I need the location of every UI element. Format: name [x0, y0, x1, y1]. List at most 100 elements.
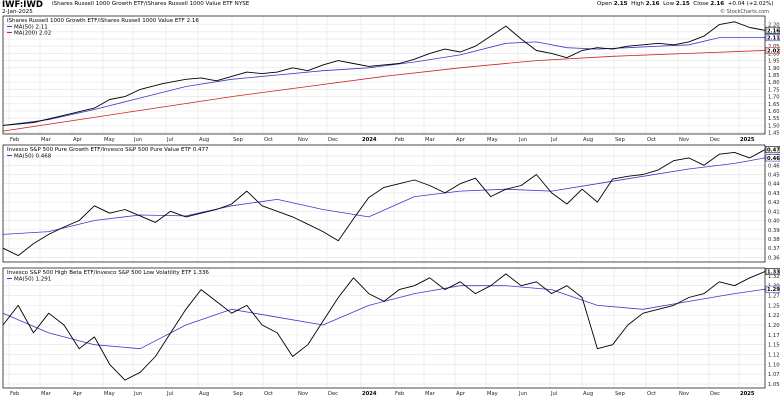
last-value-label: 1.336 — [767, 270, 780, 276]
y-tick-label: 0.420 — [768, 200, 780, 206]
panel-title: Invesco S&P 500 High Beta ETF/Invesco S&… — [7, 270, 209, 276]
x-tick-label: Mar — [425, 137, 436, 143]
series-price-line — [2, 271, 766, 381]
x-tick-label: 2024 — [362, 137, 377, 143]
y-tick-label: 1.80 — [768, 80, 780, 86]
symbol-label: IWF:IWD — [2, 0, 43, 10]
x-tick-label: Nov — [298, 137, 308, 143]
x-tick-label: Jul — [166, 391, 173, 397]
y-tick-label: 1.85 — [768, 73, 780, 79]
last-value-label: 0.468 — [767, 156, 780, 162]
series-price-line — [2, 149, 766, 257]
y-tick-label: 1.50 — [768, 123, 780, 129]
x-tick-label: Oct — [647, 391, 656, 397]
close-label: Close — [693, 1, 709, 7]
x-tick-label: Nov — [679, 391, 689, 397]
y-tick-label: 1.325 — [768, 274, 780, 280]
low-label: Low — [663, 1, 675, 7]
ohlc-readout: Open 2.15 High 2.16 Low 2.15 Close 2.16 … — [597, 1, 773, 7]
y-tick-label: 1.200 — [768, 323, 780, 329]
y-tick-label: 1.225 — [768, 313, 780, 319]
y-tick-label: 1.075 — [768, 372, 780, 378]
y-tick-label: 1.95 — [768, 59, 780, 65]
y-tick-label: 2.00 — [768, 51, 780, 57]
change-value: +0.04 (+2.02%) — [727, 1, 774, 7]
series-ma200-line — [2, 50, 766, 132]
last-value-label: 2.02 — [767, 49, 780, 55]
y-tick-label: 1.175 — [768, 333, 780, 339]
last-value-box — [765, 268, 780, 276]
x-tick-label: Dec — [710, 391, 720, 397]
panel-frame — [2, 15, 766, 135]
x-tick-label: Apr — [73, 391, 83, 397]
last-value-box — [765, 34, 780, 42]
y-tick-label: 1.150 — [768, 343, 780, 349]
last-value-box — [765, 146, 780, 154]
y-tick-label: 1.75 — [768, 87, 780, 93]
y-tick-label: 0.410 — [768, 209, 780, 215]
y-tick-label: 1.90 — [768, 66, 780, 72]
x-tick-label: May — [487, 137, 498, 143]
x-tick-label: Nov — [679, 137, 689, 143]
y-tick-label: 0.390 — [768, 228, 780, 234]
x-tick-label: Dec — [710, 137, 720, 143]
x-tick-label: Oct — [647, 137, 656, 143]
y-tick-label: 1.55 — [768, 116, 780, 122]
x-tick-label: Sep — [615, 137, 625, 143]
y-tick-label: 1.45 — [768, 131, 780, 137]
last-value-box — [765, 47, 780, 55]
x-tick-label: Nov — [298, 391, 308, 397]
last-value-box — [765, 285, 780, 293]
y-tick-label: 1.70 — [768, 95, 780, 101]
last-value-label: 1.291 — [767, 287, 780, 293]
y-tick-label: 1.250 — [768, 303, 780, 309]
y-tick-label: 0.450 — [768, 172, 780, 178]
y-tick-label: 1.100 — [768, 362, 780, 368]
x-tick-label: Apr — [73, 137, 83, 143]
x-tick-label: Oct — [264, 391, 273, 397]
x-tick-label: Jun — [133, 137, 142, 143]
last-value-box — [765, 26, 780, 34]
date-label: 2-Jan-2025 — [2, 9, 33, 15]
high-value: 2.16 — [645, 1, 660, 7]
x-tick-label: Feb — [10, 137, 20, 143]
y-tick-label: 0.370 — [768, 246, 780, 252]
series-price-line — [2, 21, 766, 126]
chart-header: IWF:IWD iShares Russell 1000 Growth ETF/… — [0, 0, 780, 16]
y-tick-label: 0.430 — [768, 191, 780, 197]
x-tick-label: Mar — [425, 391, 436, 397]
x-tick-label: Jun — [518, 137, 527, 143]
y-tick-label: 1.050 — [768, 382, 780, 388]
x-tick-label: May — [104, 137, 115, 143]
x-tick-label: Mar — [41, 137, 52, 143]
x-tick-label: Jul — [550, 137, 557, 143]
x-tick-label: Dec — [328, 137, 338, 143]
series-ma50-line — [2, 37, 765, 126]
last-value-label: 2.11 — [767, 36, 780, 42]
x-tick-label: Jun — [133, 391, 142, 397]
y-tick-label: 1.60 — [768, 109, 780, 115]
low-value: 2.15 — [675, 1, 690, 7]
y-tick-label: 1.125 — [768, 353, 780, 359]
x-tick-label: Aug — [583, 137, 593, 143]
x-tick-label: 2025 — [740, 137, 755, 143]
y-tick-label: 2.20 — [768, 23, 780, 29]
x-tick-label: Oct — [264, 137, 273, 143]
series-ma50-line — [2, 285, 766, 350]
y-tick-label: 0.380 — [768, 237, 780, 243]
legend-entry: MA(50) 0.468 — [14, 154, 52, 160]
x-tick-label: Jul — [166, 137, 173, 143]
x-tick-label: May — [104, 391, 115, 397]
x-tick-label: Mar — [41, 391, 52, 397]
open-label: Open — [597, 1, 612, 7]
y-tick-label: 1.65 — [768, 102, 780, 108]
x-tick-label: 2024 — [362, 391, 377, 397]
x-tick-label: Apr — [456, 137, 466, 143]
y-tick-label: 0.360 — [768, 255, 780, 261]
watermark: © StockCharts.com — [720, 9, 770, 15]
x-tick-label: May — [487, 391, 498, 397]
last-value-label: 0.477 — [767, 148, 780, 154]
legend-entry: MA(50) 2.11 — [14, 25, 48, 31]
y-tick-label: 0.400 — [768, 219, 780, 225]
